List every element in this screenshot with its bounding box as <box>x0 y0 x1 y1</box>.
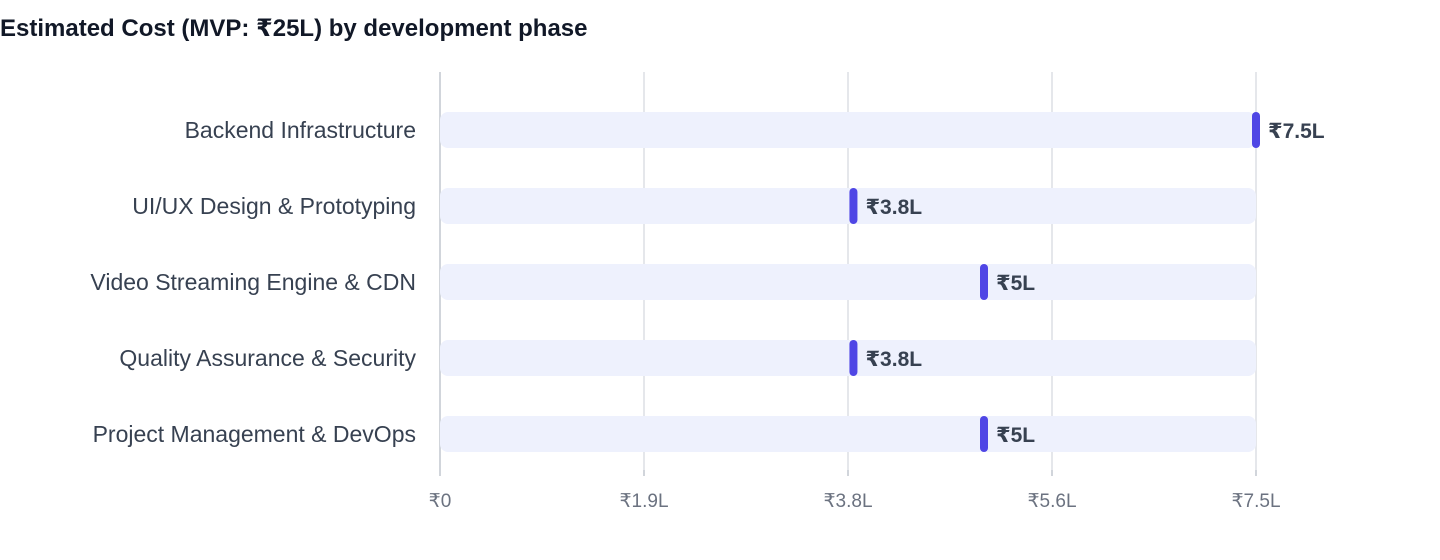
bar-track <box>440 340 1256 376</box>
x-tick-label: ₹1.9L <box>619 491 668 512</box>
bar-value-label: ₹5L <box>996 272 1035 295</box>
x-tick-label: ₹7.5L <box>1231 491 1280 512</box>
bar-value-label: ₹7.5L <box>1268 120 1325 143</box>
x-tick-label: ₹0 <box>429 491 452 512</box>
category-label: Backend Infrastructure <box>185 117 416 143</box>
x-tick-label: ₹3.8L <box>823 491 872 512</box>
category-label: UI/UX Design & Prototyping <box>132 193 416 219</box>
bar-value-marker <box>980 416 988 452</box>
bar-markers <box>849 112 1260 452</box>
x-tick-label: ₹5.6L <box>1027 491 1076 512</box>
bar-value-label: ₹5L <box>996 424 1035 447</box>
bar-track <box>440 188 1256 224</box>
category-label: Video Streaming Engine & CDN <box>90 269 416 295</box>
bar-value-marker <box>849 340 858 376</box>
bar-value-marker <box>1252 112 1260 148</box>
bar-value-marker <box>980 264 988 300</box>
bar-value-label: ₹3.8L <box>865 348 922 371</box>
category-label: Quality Assurance & Security <box>119 345 416 371</box>
bar-value-marker <box>849 188 858 224</box>
category-label: Project Management & DevOps <box>93 421 416 447</box>
bar-track <box>440 416 1256 452</box>
chart-title: Estimated Cost (MVP: ₹25L) by developmen… <box>0 15 588 42</box>
bar-tracks <box>440 112 1256 452</box>
bar-value-label: ₹3.8L <box>865 196 922 219</box>
bar-track <box>440 264 1256 300</box>
bar-track <box>440 112 1256 148</box>
labels: ₹0 ₹1.9L ₹3.8L ₹5.6L ₹7.5L Backend Infrastruc… <box>90 117 1324 512</box>
